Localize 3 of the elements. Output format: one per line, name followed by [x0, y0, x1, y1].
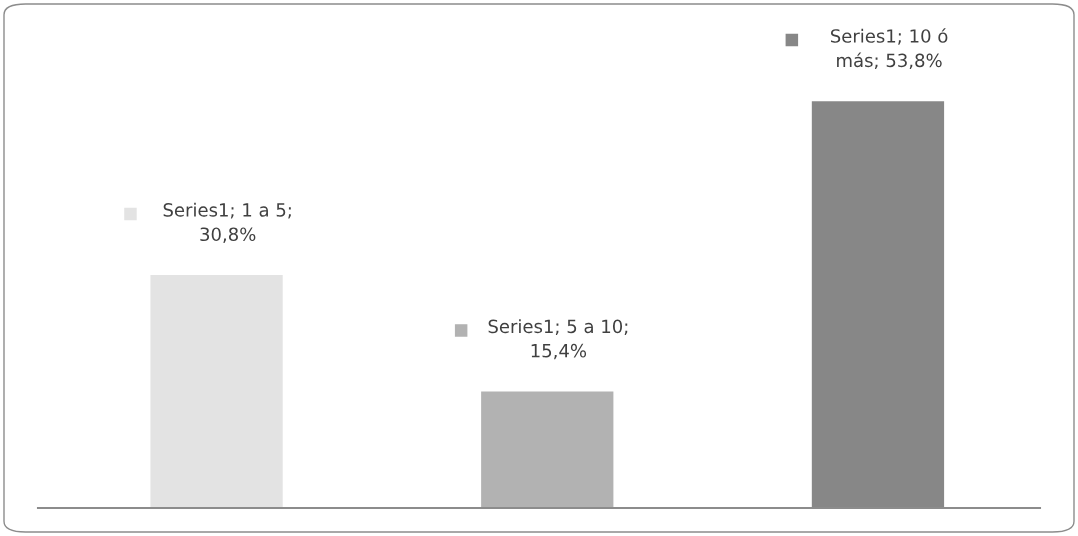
- data-label: Series1; 1 a 5; 30,8%: [163, 202, 291, 243]
- data-label: Series1; 10 ó más; 53,8%: [830, 28, 948, 70]
- data-label: Series1; 5 a 10; 15,4%: [488, 319, 628, 360]
